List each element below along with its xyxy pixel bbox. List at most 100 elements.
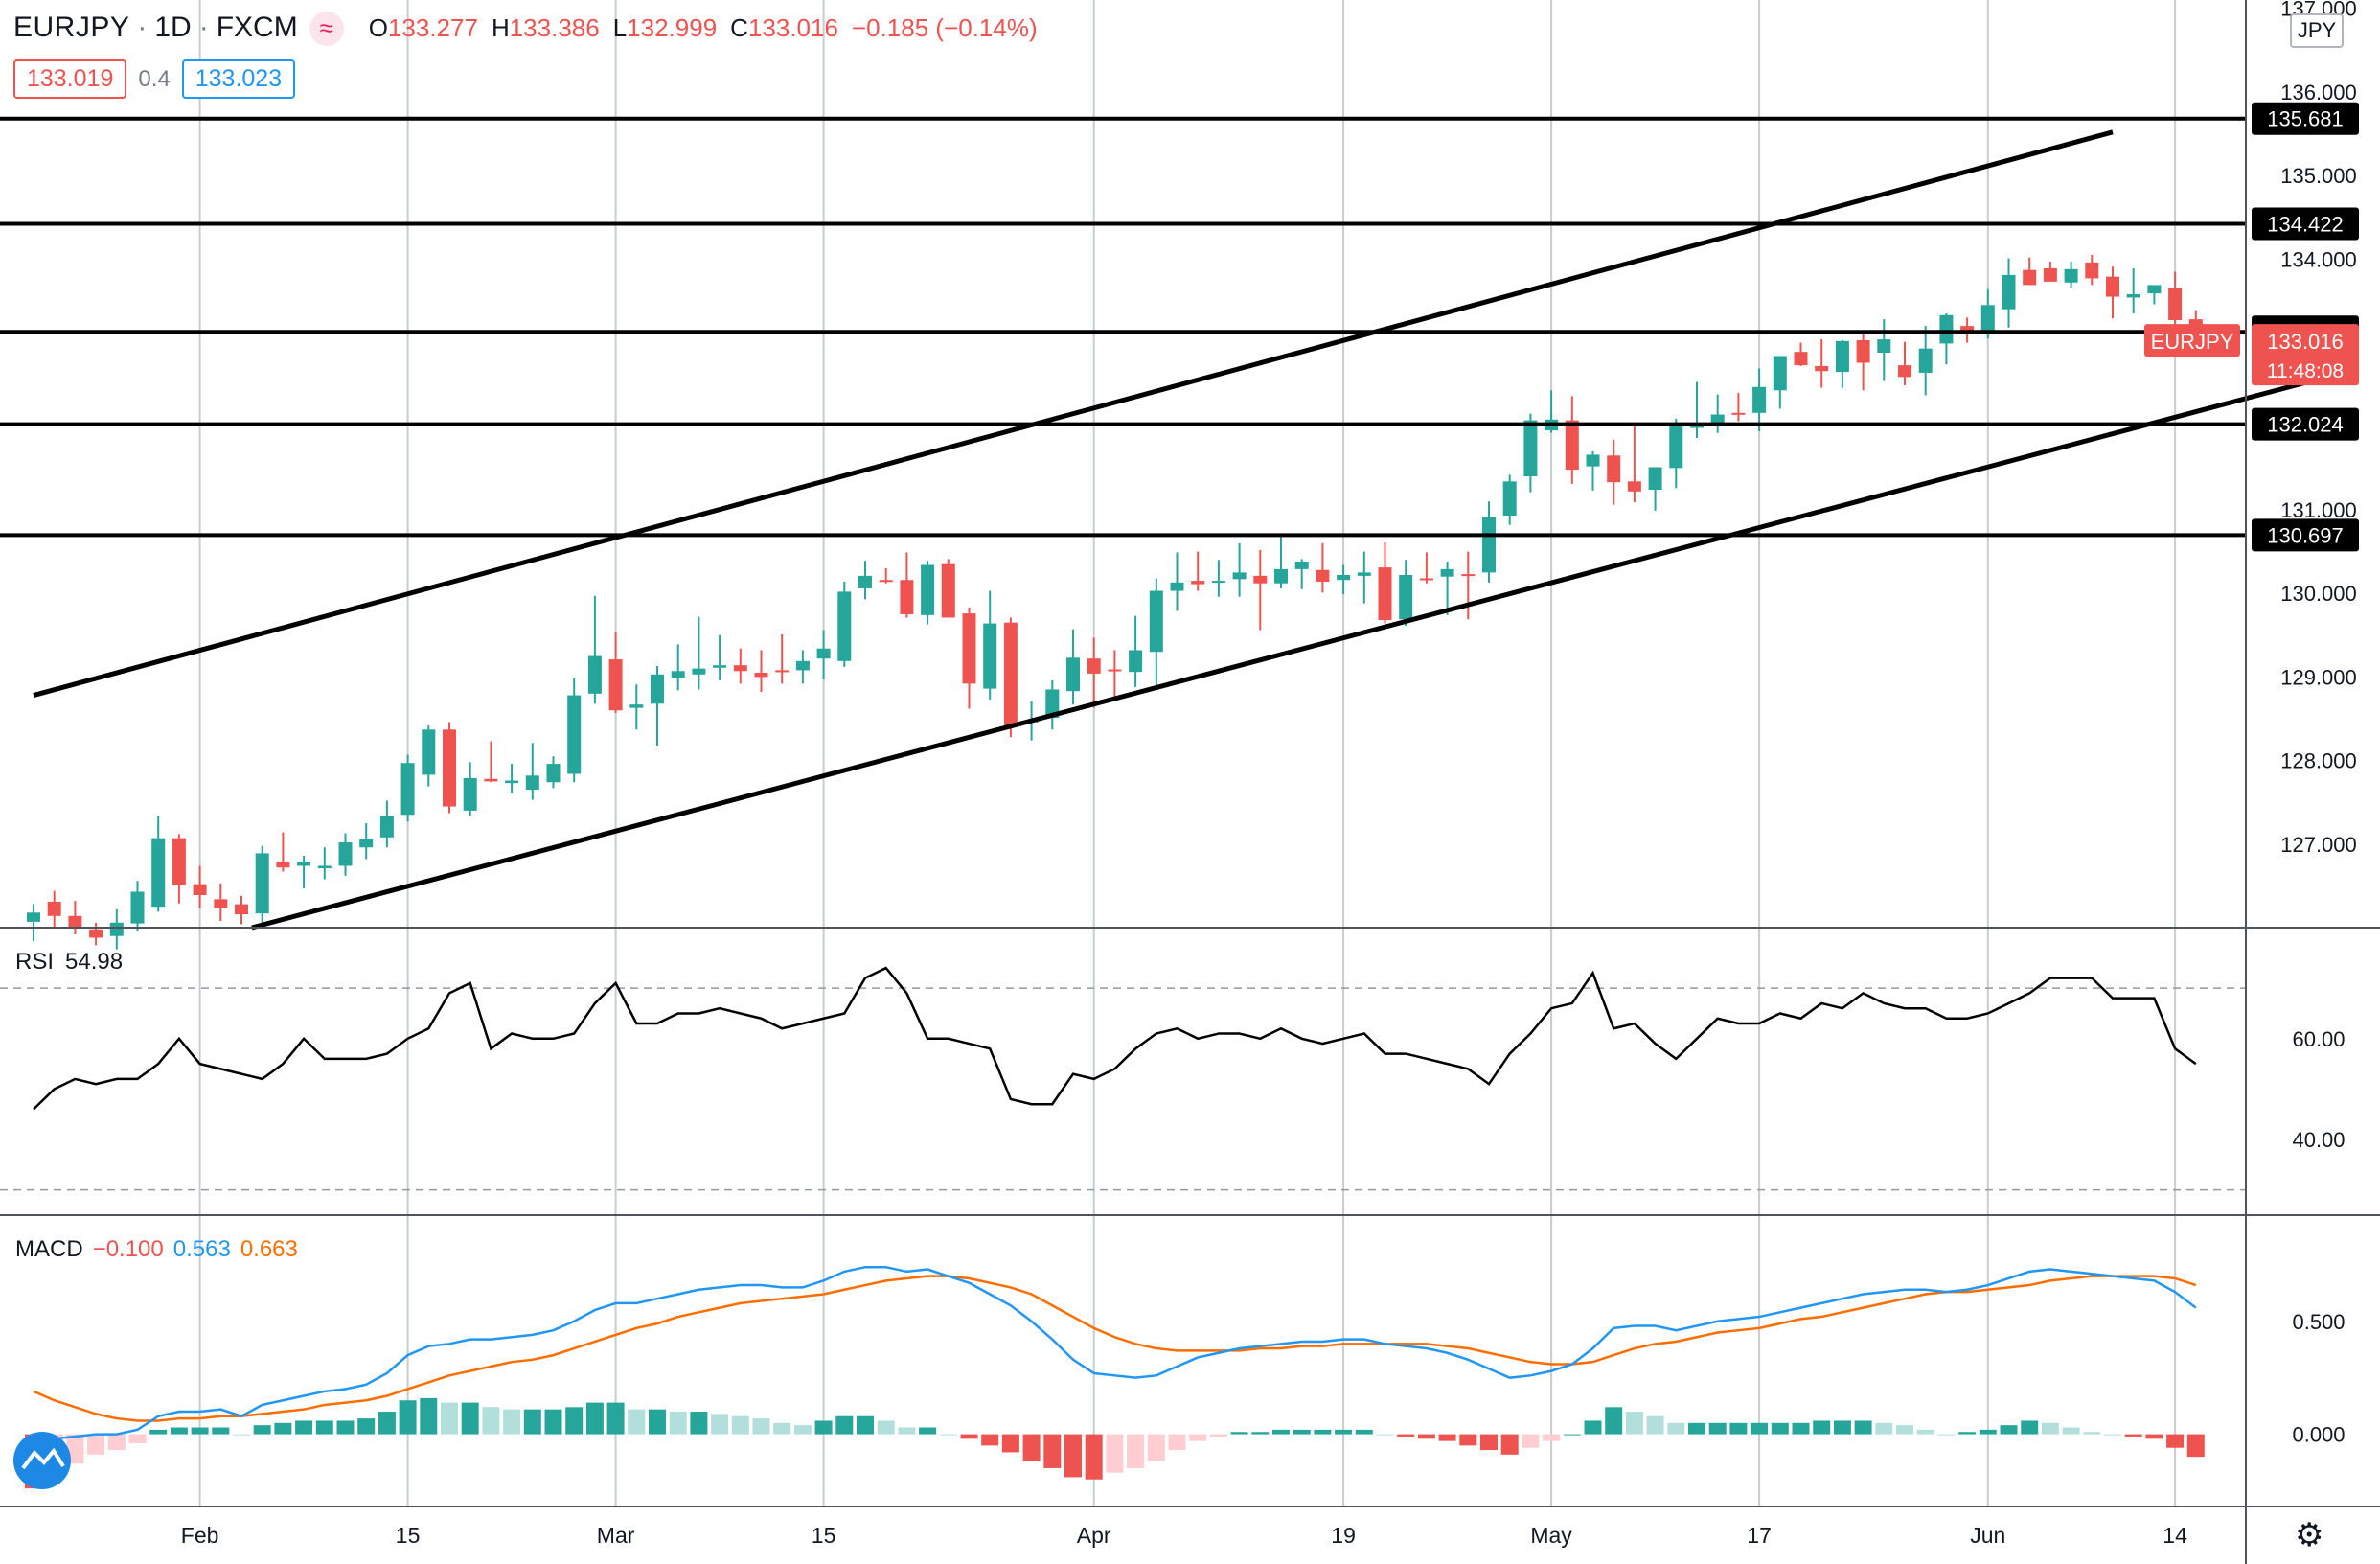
candle (1502, 474, 1517, 525)
x-tick-label: 17 (1747, 1523, 1772, 1548)
macd-histogram-bar (1085, 1434, 1103, 1480)
candle-body (1607, 455, 1621, 483)
candle (2168, 271, 2183, 333)
candle (1066, 629, 1080, 705)
candle (379, 800, 394, 848)
macd-histogram-bar (981, 1434, 999, 1446)
candle-body (941, 564, 955, 618)
macd-histogram-bar (1106, 1434, 1124, 1473)
candle (1607, 439, 1621, 505)
x-tick-label: 14 (2163, 1523, 2187, 1548)
macd-histogram-bar (1771, 1422, 1789, 1435)
tv-wave-icon[interactable]: ≈ (309, 12, 344, 47)
macd-histogram-bar (649, 1409, 666, 1435)
candle (1170, 552, 1184, 611)
macd-histogram-bar (212, 1427, 230, 1435)
macd-histogram-bar (2062, 1427, 2080, 1435)
bar-countdown-label: 11:48:08 (2267, 360, 2344, 382)
candle-body (1815, 365, 1829, 372)
tradingview-logo-icon (13, 1432, 71, 1489)
candle (608, 632, 623, 713)
candle (1357, 551, 1371, 604)
macd-histogram-bar (1543, 1434, 1561, 1441)
gear-icon[interactable]: ⚙ (2295, 1517, 2324, 1553)
candle (671, 644, 685, 691)
buy-button[interactable]: 133.023 (181, 59, 296, 99)
candle (1586, 450, 1600, 491)
candle-body (1399, 574, 1413, 620)
candle-body (525, 775, 539, 791)
macd-histogram-bar (1251, 1432, 1270, 1435)
candle (1523, 413, 1538, 493)
candle (1419, 552, 1433, 584)
macd-histogram-bar (1355, 1429, 1373, 1435)
candle (651, 666, 664, 746)
x-tick-label: 15 (396, 1523, 421, 1548)
candle-body (775, 670, 790, 673)
candle-body (1440, 568, 1454, 577)
macd-histogram-bar (752, 1418, 770, 1435)
candle-body (1752, 386, 1767, 413)
candle-body (359, 839, 374, 848)
candle (1898, 341, 1911, 386)
interval-label[interactable]: 1D (154, 12, 192, 43)
candle (505, 764, 519, 794)
macd-histogram-bar (1979, 1429, 1997, 1435)
macd-histogram-bar (1459, 1434, 1477, 1446)
candle (297, 856, 311, 889)
macd-pane[interactable] (25, 1265, 2205, 1489)
candle-body (1066, 657, 1080, 692)
candle (1440, 562, 1454, 615)
candle (317, 847, 332, 880)
candle (713, 634, 727, 680)
macd-histogram-bar (1397, 1434, 1415, 1437)
candle (1337, 564, 1351, 595)
macd-histogram-bar (919, 1427, 937, 1435)
candle-body (629, 704, 644, 708)
macd-signal-value: 0.663 (240, 1236, 298, 1262)
candle-body (1149, 590, 1163, 653)
macd-signal-line (33, 1275, 2197, 1422)
sell-button[interactable]: 133.019 (13, 59, 127, 99)
price-tick-label: 127.000 (2280, 833, 2357, 857)
candle-body (1087, 658, 1101, 674)
currency-badge[interactable]: JPY (2290, 13, 2344, 48)
candle (1482, 501, 1496, 583)
candle-body (608, 659, 623, 711)
candle (525, 743, 539, 800)
candle-body (2147, 285, 2162, 294)
x-tick-label: Apr (1077, 1523, 1111, 1548)
candle-body (879, 580, 893, 583)
candle (1648, 467, 1662, 511)
macd-histogram-bar (2021, 1420, 2039, 1435)
macd-histogram-bar (2041, 1422, 2059, 1435)
x-tick-label: May (1530, 1523, 1572, 1548)
price-pane[interactable] (0, 116, 2322, 950)
candle (941, 559, 955, 618)
candle-body (2168, 287, 2183, 321)
symbol-name[interactable]: EURJPY (13, 12, 130, 43)
level-label-box (2252, 207, 2359, 241)
macd-histogram-bar (1792, 1422, 1810, 1435)
macd-histogram-bar (1272, 1429, 1290, 1435)
rsi-pane[interactable] (0, 966, 2246, 1191)
candle (2064, 261, 2078, 288)
macd-histogram-bar (441, 1402, 458, 1435)
macd-histogram-bar (1896, 1425, 1913, 1435)
candle-body (858, 575, 872, 588)
candle-body (754, 673, 768, 678)
last-price-label: 133.016 (2267, 330, 2344, 354)
candle-body (1627, 481, 1641, 492)
macd-histogram-bar (2186, 1434, 2205, 1458)
candle (962, 607, 976, 709)
price-tick-label: 130.000 (2280, 582, 2357, 606)
candle-body (2064, 268, 2078, 283)
macd-histogram-bar (1064, 1434, 1082, 1478)
macd-histogram-bar (1438, 1434, 1456, 1441)
macd-histogram-bar (274, 1422, 292, 1435)
candle-body (1898, 365, 1911, 378)
candle-body (235, 904, 248, 915)
macd-histogram-bar (1417, 1434, 1435, 1439)
candle-body (1170, 582, 1184, 591)
